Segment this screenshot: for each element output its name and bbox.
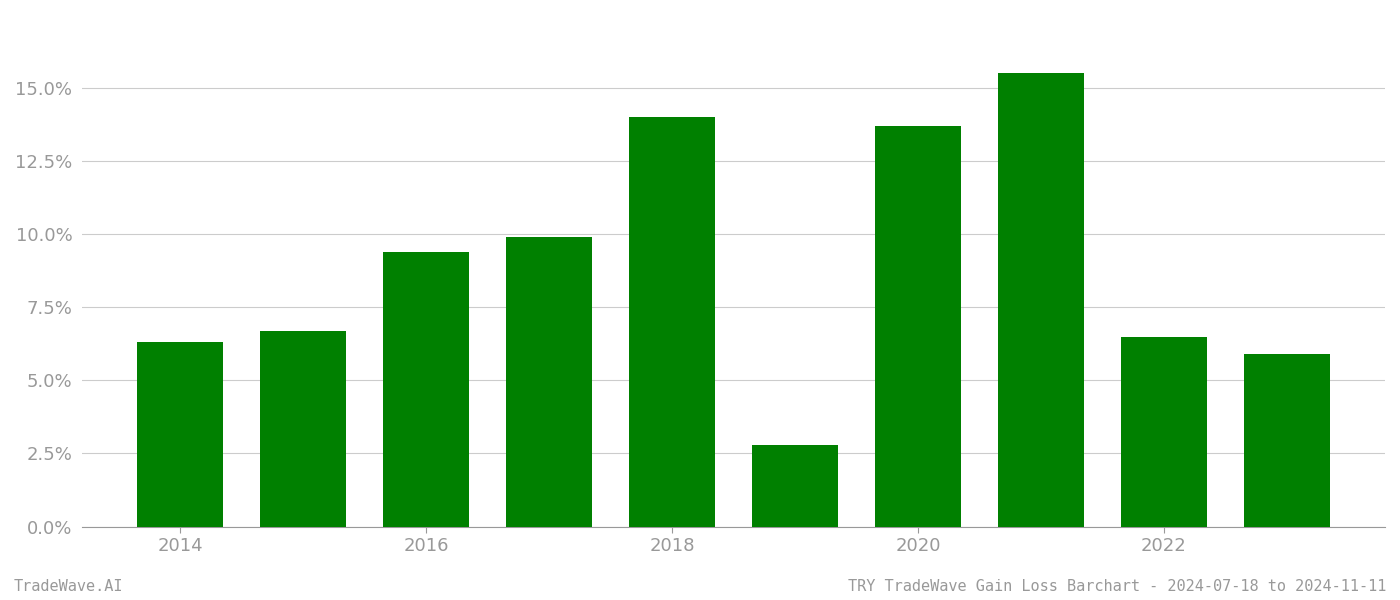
Bar	[260, 331, 346, 527]
Bar	[1243, 354, 1330, 527]
Bar	[629, 118, 715, 527]
Bar	[505, 237, 592, 527]
Bar	[998, 73, 1084, 527]
Text: TRY TradeWave Gain Loss Barchart - 2024-07-18 to 2024-11-11: TRY TradeWave Gain Loss Barchart - 2024-…	[847, 579, 1386, 594]
Bar	[875, 126, 960, 527]
Bar	[1121, 337, 1207, 527]
Bar	[384, 252, 469, 527]
Bar	[137, 343, 224, 527]
Bar	[752, 445, 839, 527]
Text: TradeWave.AI: TradeWave.AI	[14, 579, 123, 594]
